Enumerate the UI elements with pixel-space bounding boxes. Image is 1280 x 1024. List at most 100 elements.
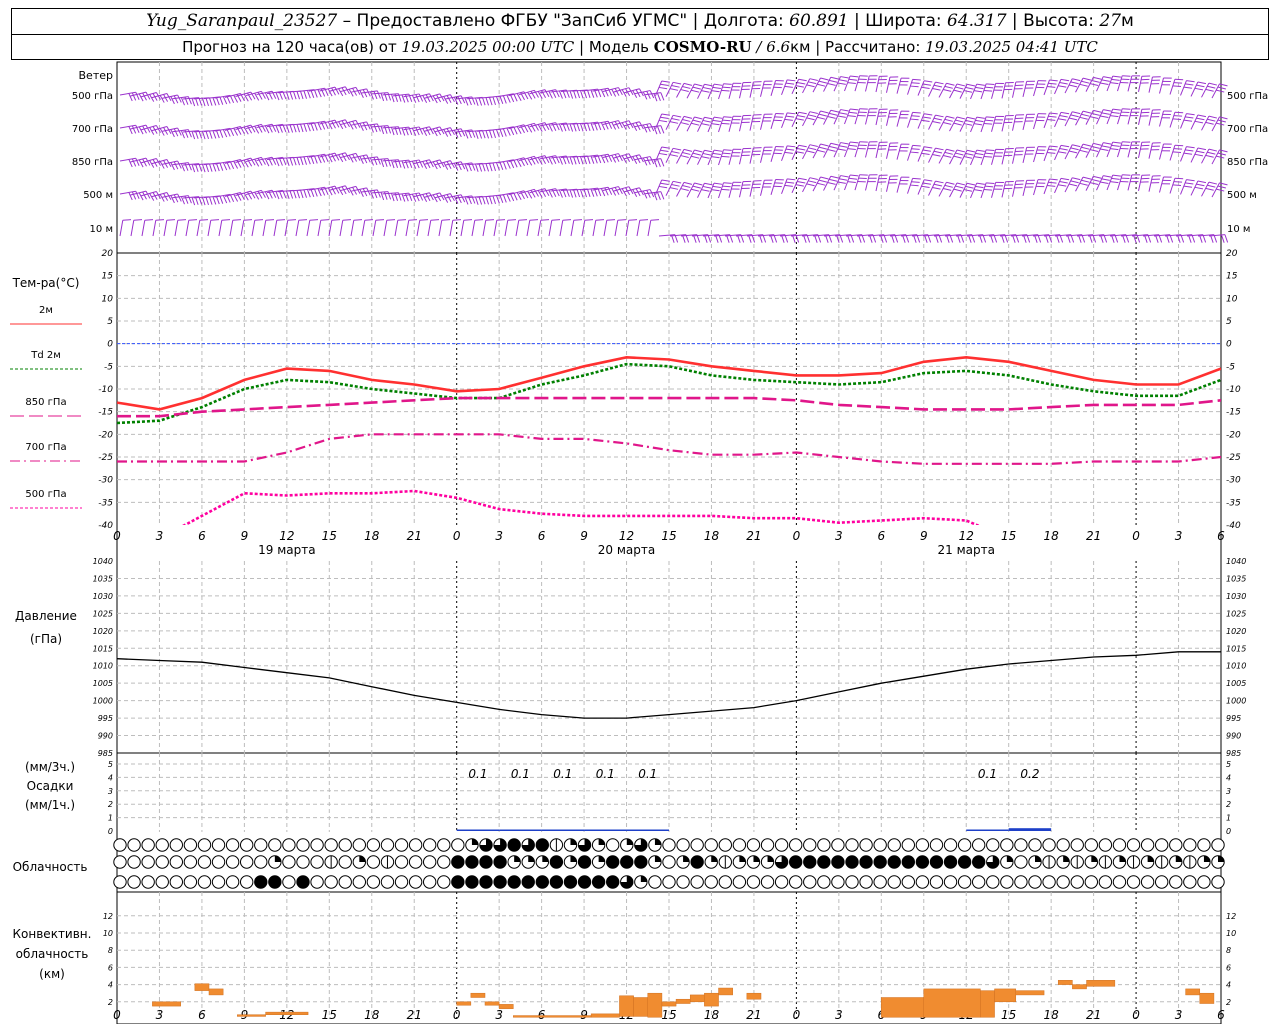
wind-barb-feather bbox=[289, 91, 294, 100]
wind-barb-feather bbox=[953, 155, 962, 159]
wind-barb bbox=[471, 220, 476, 237]
wind-barb-feather bbox=[145, 91, 151, 100]
pressure-tick-label-right: 1020 bbox=[1226, 627, 1246, 636]
wind-barb bbox=[980, 182, 987, 199]
wind-barb-feather bbox=[966, 83, 976, 87]
wind-barb-feather bbox=[669, 187, 679, 190]
wind-barb-feather bbox=[513, 159, 518, 168]
wind-barb bbox=[445, 95, 462, 100]
wind-barb-feather bbox=[453, 195, 459, 204]
wind-barb-feather bbox=[617, 219, 627, 221]
wind-barb-feather bbox=[956, 149, 966, 153]
model-name: COSMO-RU bbox=[653, 38, 752, 56]
wind-barb-feather bbox=[975, 86, 984, 90]
wind-barb bbox=[1085, 176, 1094, 191]
cloud-symbol-fill bbox=[451, 875, 465, 889]
cloud-symbol bbox=[1211, 875, 1225, 889]
wind-barb-feather bbox=[170, 162, 175, 171]
wind-barb-feather bbox=[369, 157, 374, 166]
cloud-symbol bbox=[225, 875, 240, 889]
wind-barb-feather bbox=[672, 147, 682, 151]
wind-barb-feather bbox=[432, 161, 438, 170]
cloud-symbol bbox=[422, 875, 437, 889]
wind-barb-feather bbox=[922, 149, 931, 152]
wind-barb-feather bbox=[215, 163, 220, 172]
wind-barb bbox=[875, 142, 880, 159]
wind-barb bbox=[739, 115, 744, 132]
wind-barb bbox=[460, 220, 465, 237]
wind-barb-feather bbox=[1186, 113, 1195, 116]
wind-barb-feather bbox=[537, 157, 543, 165]
hour-tick-label: 12 bbox=[279, 529, 294, 543]
wind-barb-feather bbox=[694, 149, 703, 153]
wind-barb-feather bbox=[317, 188, 322, 197]
wind-barb-feather bbox=[785, 82, 795, 85]
wind-barb bbox=[529, 89, 546, 95]
wind-barb bbox=[602, 87, 619, 92]
wind-barb bbox=[392, 192, 409, 196]
wind-barb-feather bbox=[569, 189, 574, 198]
wind-barb-feather bbox=[499, 161, 504, 170]
wind-barb bbox=[445, 128, 462, 133]
wind-barb-feather bbox=[366, 154, 371, 163]
wind-barb-feather bbox=[642, 190, 648, 199]
wind-barb-feather bbox=[303, 123, 308, 132]
wind-barb-feather bbox=[1219, 116, 1228, 120]
conv-tick-label-right: 10 bbox=[1226, 929, 1236, 938]
wind-barb-feather bbox=[704, 149, 713, 153]
wind-barb bbox=[392, 159, 409, 163]
wind-barb-feather bbox=[921, 185, 930, 188]
temp-tick-label-right: -10 bbox=[1226, 385, 1241, 395]
wind-barb-feather bbox=[973, 90, 983, 93]
wind-barb-feather bbox=[306, 156, 311, 165]
wind-barb-feather bbox=[401, 94, 406, 103]
wind-barb-feather bbox=[380, 92, 385, 102]
wind-barb bbox=[886, 77, 891, 93]
cloud-symbol bbox=[1126, 875, 1141, 889]
cloud-symbol bbox=[662, 875, 676, 889]
wind-barb bbox=[119, 220, 124, 237]
wind-barb bbox=[1054, 178, 1062, 194]
wind-barb-feather bbox=[495, 162, 500, 171]
wind-barb bbox=[911, 234, 928, 237]
wind-barb-feather bbox=[1216, 122, 1225, 126]
wind-barb-feather bbox=[513, 93, 518, 102]
wind-barb-feather bbox=[1091, 80, 1100, 83]
wind-barb bbox=[140, 125, 157, 131]
wind-barb-feather bbox=[429, 126, 434, 135]
wind-barb-feather bbox=[296, 190, 301, 199]
altitude-label: Высота: bbox=[1023, 11, 1100, 31]
wind-barb bbox=[1138, 76, 1143, 93]
wind-barb-feather bbox=[1172, 151, 1182, 153]
cloud-symbol-fill bbox=[888, 855, 901, 869]
wind-barb bbox=[371, 158, 388, 161]
wind-barb-feather bbox=[488, 130, 493, 139]
precip-value-label: 0.1 bbox=[468, 767, 487, 781]
wind-barb bbox=[655, 146, 663, 162]
temp-tick-label-right: -20 bbox=[1226, 430, 1241, 440]
wind-barb-feather bbox=[986, 149, 995, 152]
wind-barb-feather bbox=[310, 188, 315, 197]
wind-barb bbox=[172, 129, 189, 133]
wind-barb bbox=[867, 234, 884, 237]
cloud-symbol bbox=[1197, 838, 1211, 852]
cloud-symbol bbox=[760, 875, 775, 889]
wind-barb-feather bbox=[250, 91, 256, 100]
wind-barb bbox=[371, 191, 388, 194]
wind-barb-feather bbox=[808, 180, 817, 184]
wind-barb-feather bbox=[446, 95, 452, 103]
wind-barb-feather bbox=[1103, 109, 1112, 112]
hour-tick-label: 3 bbox=[835, 529, 843, 543]
wind-barb-feather bbox=[131, 158, 137, 167]
wind-barb-feather bbox=[334, 185, 340, 194]
wind-barb-feather bbox=[661, 113, 670, 116]
wind-barb bbox=[644, 125, 661, 129]
wind-barb-feather bbox=[848, 144, 858, 147]
wind-barb-feather bbox=[704, 116, 713, 120]
wind-barb-feather bbox=[145, 190, 151, 199]
cloud-symbol bbox=[746, 875, 761, 889]
wind-barb bbox=[1138, 175, 1143, 192]
wind-barb-feather bbox=[660, 158, 665, 167]
cloud-symbol bbox=[183, 855, 198, 869]
wind-level-label-right: 500 гПа bbox=[1227, 91, 1268, 102]
